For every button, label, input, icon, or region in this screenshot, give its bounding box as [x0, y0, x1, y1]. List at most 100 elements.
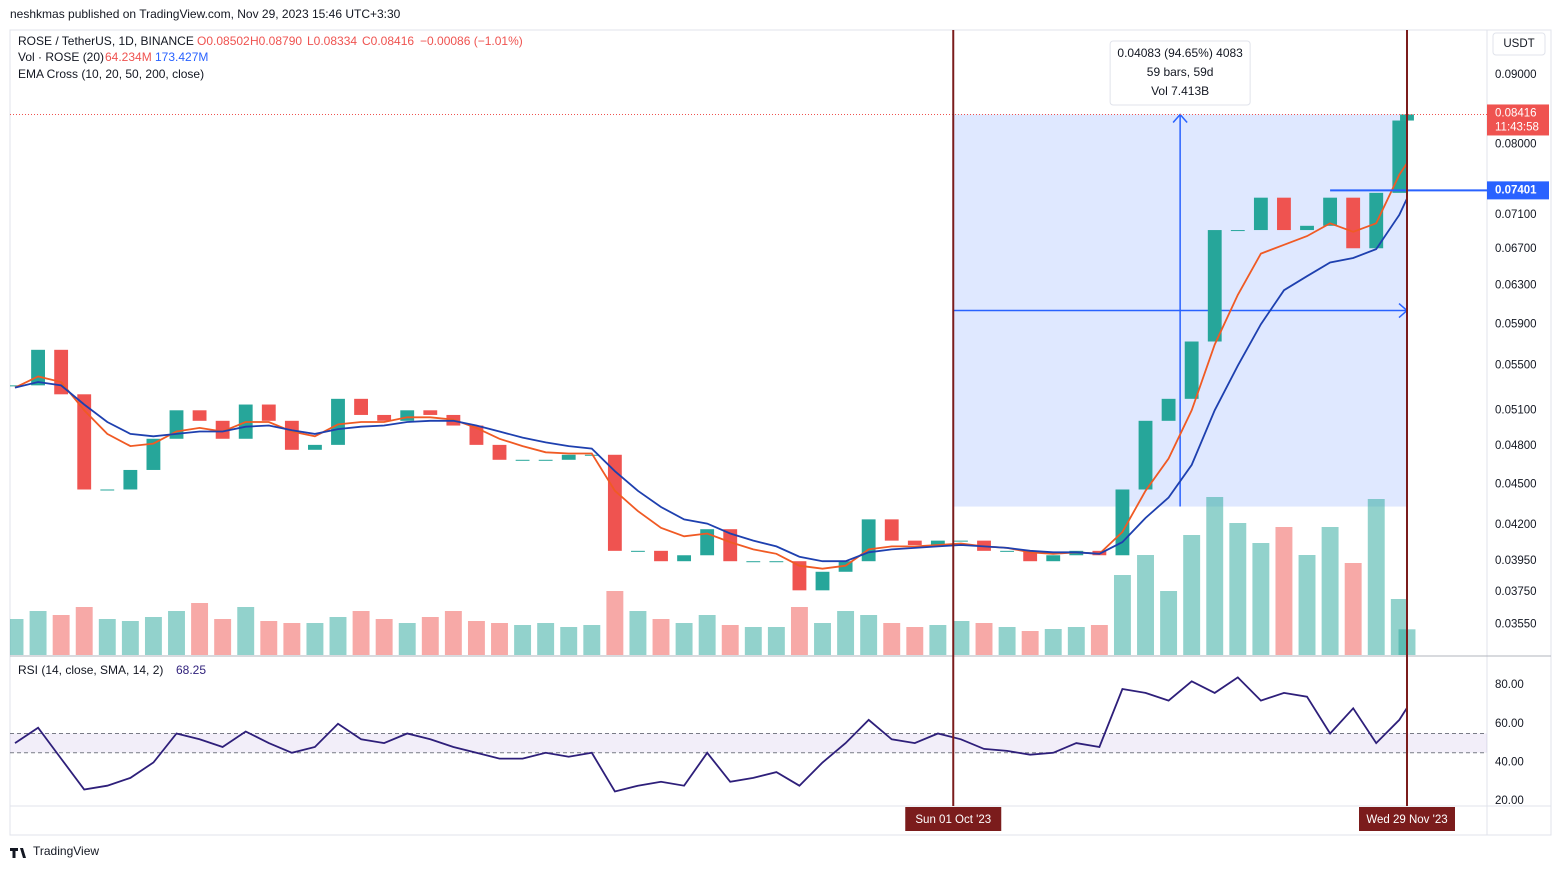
legend-text: ROSE / TetherUS, 1D, BINANCE [18, 34, 194, 48]
volume-bar [1344, 563, 1362, 655]
legend-text: 68.25 [176, 663, 206, 677]
legend-text: O0.08502 [197, 34, 250, 48]
measure-tooltip [1109, 40, 1251, 106]
date-marker-box [1359, 807, 1455, 831]
volume-bar [283, 623, 301, 655]
y-tick-label: 0.03550 [1495, 618, 1537, 630]
candle [1184, 341, 1199, 399]
volume-bar [1321, 527, 1339, 655]
volume-bar [1367, 499, 1385, 655]
byline: neshkmas published on TradingView.com, N… [10, 7, 401, 21]
candle [492, 444, 507, 460]
volume-bar [975, 623, 993, 655]
plot [10, 113, 1487, 793]
volume-bar [537, 623, 555, 655]
y-tick-label: 0.04800 [1495, 440, 1537, 452]
volume-bar [1298, 555, 1316, 655]
candle [100, 489, 115, 491]
volume-bar [514, 625, 532, 655]
overlay: ROSE / TetherUS, 1D, BINANCE O0.08502 H0.0… [6, 30, 1549, 831]
volume-bar [306, 623, 324, 655]
candle [1230, 230, 1245, 232]
candle [331, 398, 345, 445]
y-tick-label: 0.09000 [1495, 69, 1537, 81]
y-tick-label: 0.05500 [1495, 360, 1537, 372]
candle [400, 410, 415, 421]
x-tick-label: Jun [6, 814, 25, 826]
x-tick-label: 12 [93, 814, 106, 826]
ema-line [14, 198, 1408, 563]
y-tick-label: 0.06700 [1495, 243, 1537, 255]
volume-bar [75, 607, 93, 655]
legend-text: Vol · ROSE (20) [18, 50, 104, 64]
legend-text: −0.00086 (−1.01%) [420, 34, 523, 48]
y-tick-label: 0.05900 [1495, 318, 1537, 330]
volume-bar [352, 611, 370, 655]
legend-text: RSI (14, close, SMA, 14, 2) [18, 663, 163, 677]
legend-text: EMA Cross (10, 20, 50, 200, close) [18, 67, 204, 81]
volume-bar [1044, 629, 1062, 655]
candle [1023, 550, 1038, 562]
volume-bar [375, 619, 393, 655]
y-tick-label: 0.07100 [1495, 209, 1537, 221]
x-tick-label: 16 [1062, 814, 1075, 826]
rsi-band [10, 733, 1487, 753]
candle [10, 385, 22, 387]
volume-bar [675, 623, 693, 655]
volume-bar [491, 623, 508, 655]
candle [1300, 225, 1314, 231]
volume-bar [121, 621, 139, 655]
candle [1277, 197, 1291, 231]
volume-bar [952, 621, 970, 655]
last-price-box [1487, 104, 1549, 136]
candle [515, 459, 530, 461]
volume-bar [168, 611, 185, 655]
volume-bar [837, 611, 855, 655]
volume-bar [237, 607, 255, 655]
candle [54, 349, 69, 395]
candle [31, 349, 45, 386]
candle [884, 519, 899, 541]
volume-bar [98, 619, 116, 655]
volume-bar [444, 611, 462, 655]
candle [930, 540, 945, 545]
rsi-tick-label: 60.00 [1495, 718, 1524, 730]
volume-bar [906, 627, 924, 655]
volume-bar [814, 623, 831, 655]
candle [1046, 555, 1061, 562]
volume-bar [191, 603, 209, 655]
volume-bar [467, 621, 485, 655]
x-tick-label: Sep [712, 814, 732, 826]
candle [1253, 197, 1268, 231]
candle [354, 398, 368, 415]
candle [746, 561, 761, 563]
candle [561, 454, 576, 460]
legend-text: L0.08334 [307, 34, 357, 48]
volume-bar [1252, 543, 1270, 655]
candle [538, 459, 553, 461]
volume-bar [329, 617, 347, 655]
currency-box[interactable] [1492, 32, 1546, 56]
volume-bar [260, 621, 278, 655]
candle [1207, 230, 1222, 342]
legend-text: 173.427M [155, 50, 208, 64]
volume-bar [883, 623, 901, 655]
x-axis: Jun 12 Jul 17 Aug 14 Sep 18 16 Nov 13 [6, 814, 1291, 826]
y-tick-label: 0.04200 [1495, 519, 1537, 531]
volume-bar [1229, 523, 1247, 655]
volume-bar [583, 625, 601, 655]
x-tick-label: Jul [238, 814, 253, 826]
candle [423, 410, 438, 415]
candle [861, 519, 876, 562]
y-tick-label: 0.05100 [1495, 404, 1537, 416]
volume-bar [398, 623, 416, 655]
x-tick-label: 18 [847, 814, 860, 826]
candle [769, 561, 784, 563]
volume-bar [52, 615, 70, 655]
volume-bar [10, 619, 24, 655]
volume-bar [790, 607, 808, 655]
rsi-tick-label: 40.00 [1495, 756, 1524, 768]
date-marker-label: Wed 29 Nov '23 [1366, 814, 1447, 826]
volume-bar [606, 591, 624, 655]
candle [631, 550, 645, 552]
